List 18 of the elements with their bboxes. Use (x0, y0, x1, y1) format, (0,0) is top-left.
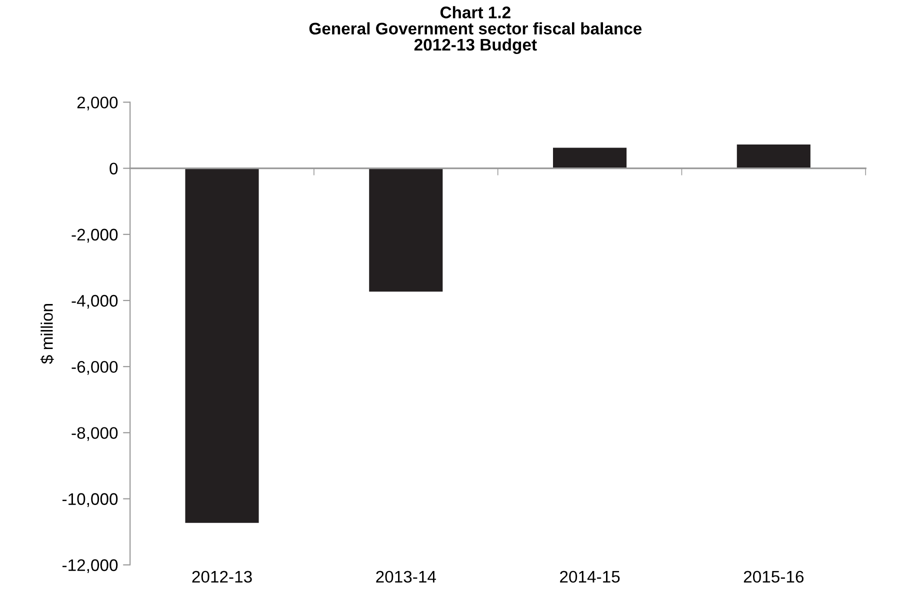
x-tick-label: 2015-16 (744, 570, 804, 583)
bar (736, 144, 810, 168)
y-tick-label: -4,000 (72, 294, 118, 309)
bar (369, 168, 443, 292)
y-tick-label: -2,000 (72, 228, 118, 243)
chart-title: Chart 1.2 General Government sector fiscal balance 2012-13 Budget (309, 6, 642, 54)
y-tick-label: 0 (110, 162, 118, 175)
y-tick-label: -8,000 (72, 427, 118, 441)
y-tick-label: 2,000 (77, 96, 118, 110)
bar (185, 168, 259, 523)
x-tick-label: 2012-13 (192, 570, 252, 583)
y-tick-label: -6,000 (72, 360, 118, 375)
y-axis-title: $ million (40, 304, 54, 364)
y-tick-label: -12,000 (62, 559, 118, 574)
x-tick-label: 2013-14 (376, 570, 436, 583)
x-tick-label: 2014-15 (560, 570, 620, 583)
bar (553, 148, 627, 168)
y-tick-label: -10,000 (62, 493, 118, 507)
